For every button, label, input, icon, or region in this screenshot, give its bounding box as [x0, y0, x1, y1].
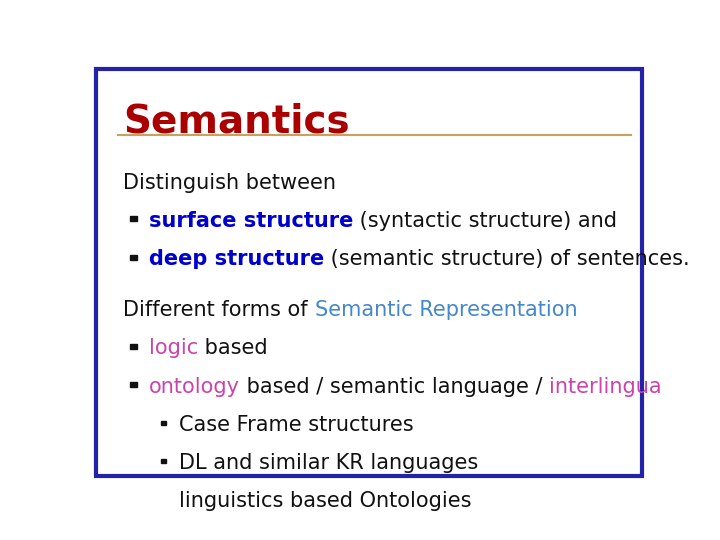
Text: (semantic structure) of sentences.: (semantic structure) of sentences. — [324, 249, 690, 269]
Text: based: based — [198, 339, 267, 359]
Text: surface structure: surface structure — [148, 211, 353, 231]
Text: Distinguish between: Distinguish between — [124, 173, 336, 193]
Text: DL and similar KR languages: DL and similar KR languages — [179, 453, 479, 473]
Text: interlingua: interlingua — [549, 377, 662, 397]
Bar — [161, 497, 166, 502]
Text: deep structure: deep structure — [148, 249, 324, 269]
Bar — [161, 459, 166, 463]
Text: (syntactic structure) and: (syntactic structure) and — [353, 211, 617, 231]
Bar — [130, 343, 137, 349]
Bar — [130, 255, 137, 260]
Bar — [130, 382, 137, 387]
Text: logic: logic — [148, 339, 198, 359]
FancyBboxPatch shape — [96, 69, 642, 476]
Text: ontology: ontology — [148, 377, 240, 397]
Text: Case Frame structures: Case Frame structures — [179, 415, 414, 435]
Bar — [130, 217, 137, 221]
Text: linguistics based Ontologies: linguistics based Ontologies — [179, 491, 472, 511]
Text: Different forms of: Different forms of — [124, 300, 315, 320]
Bar — [161, 421, 166, 425]
Text: Semantic Representation: Semantic Representation — [315, 300, 577, 320]
Text: Semantics: Semantics — [124, 102, 350, 140]
Text: based / semantic language /: based / semantic language / — [240, 377, 549, 397]
